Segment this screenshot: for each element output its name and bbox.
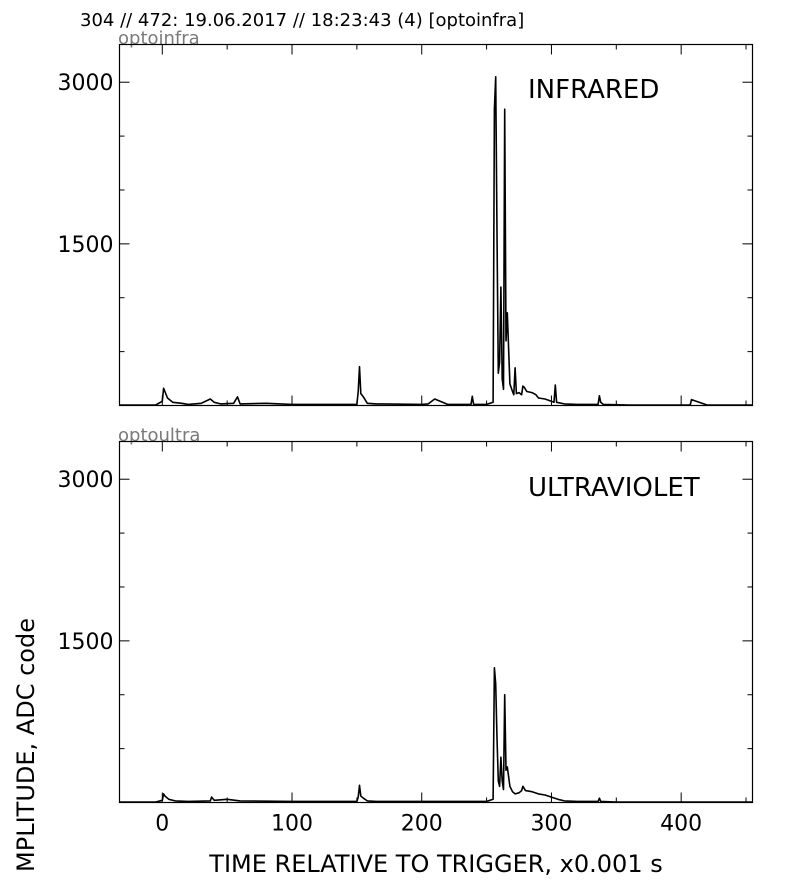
x-tick-label: 300 — [530, 812, 572, 837]
x-tick-label: 200 — [401, 812, 443, 837]
axis-ticks: 1500 3000 — [58, 44, 753, 406]
panel-tag: optoultra — [118, 425, 200, 446]
x-tick-label: 400 — [660, 812, 702, 837]
panel-title: INFRARED — [528, 75, 659, 105]
x-tick-label: 100 — [271, 812, 313, 837]
x-tick-label: 0 — [155, 812, 169, 837]
panel-infrared: optoinfra INFRARED 1500 3000 — [58, 28, 754, 407]
y-tick-label: 1500 — [58, 630, 114, 655]
y-tick-label: 3000 — [58, 468, 114, 493]
panel-ultraviolet: optoultra ULTRAVIOLET 1500 3000 0 100 200 300… — [58, 425, 754, 837]
figure-title: 304 // 472: 19.06.2017 // 18:23:43 (4) [… — [80, 10, 524, 31]
plot-frame — [118, 440, 754, 804]
x-axis-label: TIME RELATIVE TO TRIGGER, x0.001 s — [208, 850, 662, 878]
plot-frame — [118, 43, 754, 407]
panel-tag: optoinfra — [118, 28, 200, 49]
axis-ticks: 1500 3000 0 100 200 300 400 — [58, 441, 753, 837]
panel-title: ULTRAVIOLET — [528, 473, 700, 503]
series-line — [119, 76, 753, 406]
y-tick-label: 1500 — [58, 233, 114, 258]
series-line — [119, 667, 753, 803]
y-axis-label: MPLITUDE, ADC code — [12, 618, 40, 872]
y-tick-label: 3000 — [58, 71, 114, 96]
